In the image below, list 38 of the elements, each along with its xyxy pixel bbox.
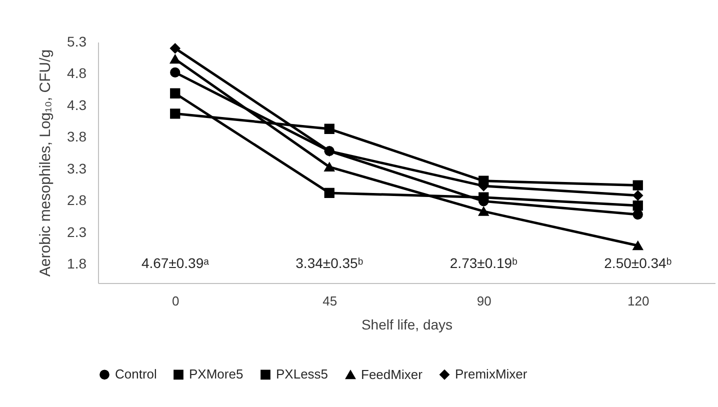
x-axis-title: Shelf life, days bbox=[361, 316, 453, 332]
point bbox=[170, 54, 180, 64]
y-tick-label: 3.8 bbox=[67, 128, 87, 145]
annotation: 3.34±0.35ᵇ bbox=[296, 255, 364, 271]
point bbox=[324, 162, 334, 172]
annotation: 2.50±0.34ᵇ bbox=[604, 255, 672, 271]
legend-label: PremixMixer bbox=[455, 366, 528, 382]
point bbox=[170, 88, 180, 98]
y-tick-label: 2.3 bbox=[67, 224, 87, 240]
point bbox=[170, 108, 180, 119]
legend-label: PXLess5 bbox=[276, 366, 328, 382]
legend-label: PXMore5 bbox=[189, 366, 244, 382]
x-tick-label: 90 bbox=[476, 294, 492, 308]
point bbox=[170, 67, 180, 78]
legend-label: FeedMixer bbox=[361, 366, 424, 382]
y-tick-label: 3.3 bbox=[67, 160, 87, 176]
y-tick-label: 1.8 bbox=[67, 255, 87, 272]
point bbox=[632, 241, 643, 250]
point bbox=[170, 43, 180, 54]
legend-label: Control bbox=[115, 366, 158, 382]
y-tick-label: 5.3 bbox=[67, 34, 87, 50]
annotation: 2.73±0.19ᵇ bbox=[450, 255, 518, 271]
y-tick-label: 2.8 bbox=[67, 192, 87, 208]
point bbox=[632, 209, 643, 220]
y-tick-label: 4.3 bbox=[67, 96, 87, 113]
y-axis-title: Aerobic mesophiles, Log₁₀, CFU/g bbox=[37, 49, 54, 277]
y-tick-label: 4.8 bbox=[67, 65, 87, 82]
x-tick-label: 45 bbox=[322, 294, 338, 308]
x-tick-label: 120 bbox=[628, 294, 650, 308]
point bbox=[632, 180, 643, 190]
point bbox=[324, 124, 334, 134]
point bbox=[324, 188, 334, 198]
x-tick-label: 0 bbox=[172, 294, 180, 308]
point bbox=[632, 200, 643, 211]
point bbox=[632, 190, 643, 201]
point bbox=[478, 206, 489, 216]
annotation: 4.67±0.39ᵃ bbox=[141, 255, 210, 271]
point bbox=[478, 192, 489, 202]
